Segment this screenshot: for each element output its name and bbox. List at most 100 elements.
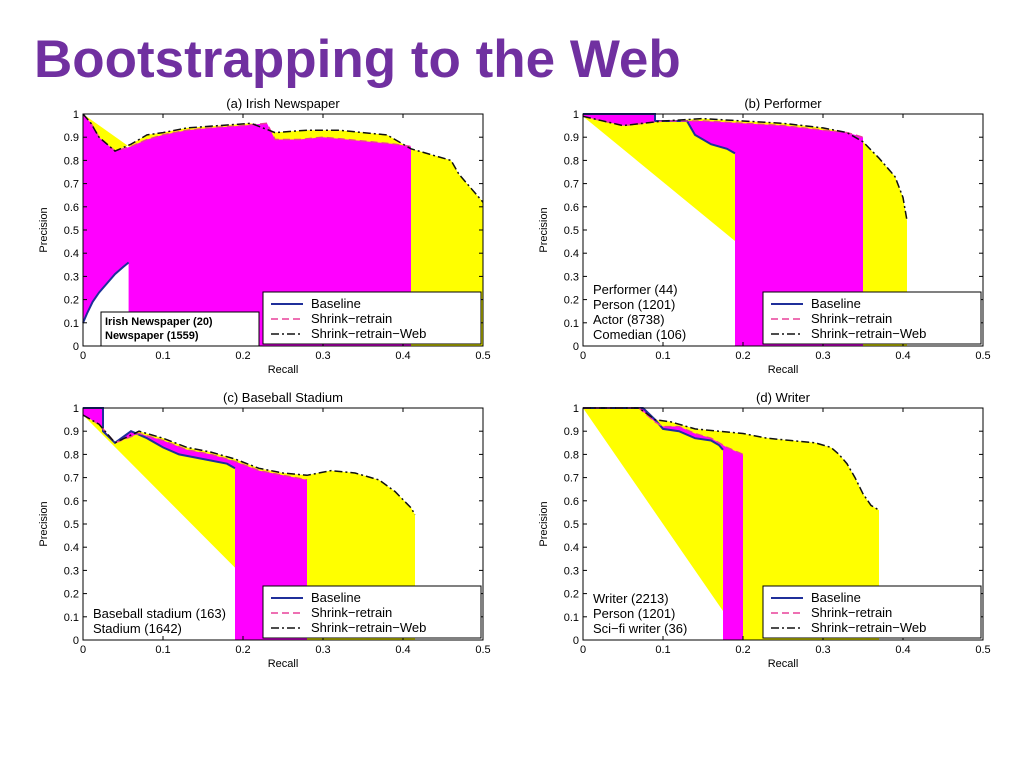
legend-box (762, 291, 982, 345)
x-axis-label: Recall (268, 364, 299, 376)
x-axis-label: Recall (268, 658, 299, 670)
legend-entry-label: Baseline (311, 590, 361, 605)
x-tick-label: 0.4 (395, 644, 410, 656)
series-line-solid (82, 261, 130, 324)
x-tick-label: 0.1 (655, 644, 670, 656)
x-axis-label: Recall (768, 658, 799, 670)
legend-entry-label: Baseline (311, 296, 361, 311)
series-line-solid (83, 407, 236, 470)
annotation-line: Baseball stadium (163) (93, 606, 226, 621)
x-tick-label: 0.5 (475, 350, 490, 362)
y-tick-label: 0.5 (64, 225, 79, 237)
y-tick-label: 1 (73, 403, 79, 415)
y-tick-label: 0.8 (64, 449, 79, 461)
y-tick-label: 1 (573, 109, 579, 121)
legend-box (262, 585, 482, 639)
y-tick-label: 0.1 (564, 612, 579, 624)
series-line-solid (583, 407, 724, 451)
chart-svg-baseball-stadium: 0 0.1 0.2 0.3 0.4 0.5 0.6 0.7 0.8 0.9 1 0 0.1 0.2 0.3 0… (38, 390, 491, 670)
y-tick-label: 0.8 (64, 155, 79, 167)
series-line-dashed (583, 407, 744, 456)
x-axis-label: Recall (768, 364, 799, 376)
y-tick-label: 0.8 (564, 449, 579, 461)
y-tick-label: 0.1 (64, 318, 79, 330)
legend-entry-label: Baseline (811, 590, 861, 605)
legend-entry-label: Shrink−retrain (811, 605, 892, 620)
y-tick-label: 0.2 (564, 589, 579, 601)
x-tick-label: 0 (580, 644, 586, 656)
x-tick-label: 0.2 (735, 644, 750, 656)
series-line-dashed (582, 115, 864, 138)
legend-entry-label: Shrink−retrain−Web (311, 326, 426, 341)
x-tick-label: 0.5 (975, 350, 990, 362)
y-tick-label: 0.3 (564, 271, 579, 283)
chart-panel-performer: 0 0.1 0.2 0.3 0.4 0.5 0.6 0.7 0.8 0.9 1 0 0.1 0.2 0.3 0… (528, 92, 998, 382)
y-tick-label: 0.9 (64, 132, 79, 144)
y-tick-label: 0.2 (564, 295, 579, 307)
annotation-line: Irish Newspaper (20) (105, 316, 213, 328)
y-tick-label: 0.9 (564, 426, 579, 438)
y-tick-label: 0.5 (564, 519, 579, 531)
annotation-line: Stadium (1642) (93, 621, 182, 636)
chart-title: (c) Baseball Stadium (223, 390, 343, 405)
y-tick-label: 0.6 (64, 202, 79, 214)
annotation-box (100, 311, 260, 347)
chart-panel-writer: 0 0.1 0.2 0.3 0.4 0.5 0.6 0.7 0.8 0.9 1 0 0.1 0.2 0.3 0… (528, 386, 998, 676)
x-tick-label: 0.1 (655, 350, 670, 362)
y-tick-label: 0.7 (64, 473, 79, 485)
x-tick-label: 0.4 (895, 644, 910, 656)
y-tick-label: 0.4 (64, 542, 79, 554)
y-tick-label: 0.6 (564, 202, 579, 214)
chart-svg-performer: 0 0.1 0.2 0.3 0.4 0.5 0.6 0.7 0.8 0.9 1 0 0.1 0.2 0.3 0… (538, 96, 991, 376)
y-tick-label: 0.1 (64, 612, 79, 624)
chart-title: (a) Irish Newspaper (226, 96, 340, 111)
y-tick-label: 0.5 (64, 519, 79, 531)
y-tick-label: 0.3 (64, 565, 79, 577)
annotation-line: Sci−fi writer (36) (593, 621, 687, 636)
x-tick-label: 0.3 (315, 350, 330, 362)
y-tick-label: 0 (73, 635, 79, 647)
annotation-line: Newspaper (1559) (105, 330, 199, 342)
chart-panel-baseball-stadium: 0 0.1 0.2 0.3 0.4 0.5 0.6 0.7 0.8 0.9 1 0 0.1 0.2 0.3 0… (28, 386, 498, 676)
y-axis-label: Precision (538, 501, 550, 546)
series-line-dashdot (82, 113, 484, 203)
x-tick-label: 0.1 (155, 644, 170, 656)
legend-box (762, 585, 982, 639)
x-tick-label: 0.3 (815, 644, 830, 656)
y-tick-label: 1 (573, 403, 579, 415)
y-tick-label: 0.7 (564, 473, 579, 485)
shrink-retrain-gain-region (83, 408, 307, 640)
annotation-line: Writer (2213) (593, 591, 669, 606)
y-tick-label: 0.3 (564, 565, 579, 577)
annotation-line: Actor (8738) (593, 312, 665, 327)
x-tick-label: 0.3 (315, 644, 330, 656)
y-tick-label: 0 (573, 341, 579, 353)
legend-entry-label: Shrink−retrain−Web (811, 620, 926, 635)
x-tick-label: 0.2 (735, 350, 750, 362)
y-tick-label: 0.2 (64, 295, 79, 307)
legend-entry-label: Shrink−retrain−Web (811, 326, 926, 341)
chart-svg-writer: 0 0.1 0.2 0.3 0.4 0.5 0.6 0.7 0.8 0.9 1 0 0.1 0.2 0.3 0… (538, 390, 991, 670)
y-tick-label: 0.4 (564, 248, 579, 260)
y-tick-label: 0.4 (564, 542, 579, 554)
y-tick-label: 0 (573, 635, 579, 647)
y-tick-label: 0.6 (64, 496, 79, 508)
legend-box (262, 291, 482, 345)
y-axis-label: Precision (538, 207, 550, 252)
legend-entry-label: Shrink−retrain−Web (311, 620, 426, 635)
y-tick-label: 0.3 (64, 271, 79, 283)
x-tick-label: 0.5 (975, 644, 990, 656)
y-tick-label: 0.2 (64, 589, 79, 601)
annotation-line: Comedian (106) (593, 327, 686, 342)
y-tick-label: 0.9 (64, 426, 79, 438)
chart-title: (b) Performer (744, 96, 822, 111)
series-line-dashdot (82, 414, 416, 516)
y-tick-label: 0.7 (64, 179, 79, 191)
x-tick-label: 0.5 (475, 644, 490, 656)
y-tick-label: 0.6 (564, 496, 579, 508)
x-tick-label: 0.3 (815, 350, 830, 362)
x-tick-label: 0 (80, 350, 86, 362)
y-tick-label: 0.8 (564, 155, 579, 167)
legend-entry-label: Shrink−retrain (811, 311, 892, 326)
x-tick-label: 0.4 (395, 350, 410, 362)
